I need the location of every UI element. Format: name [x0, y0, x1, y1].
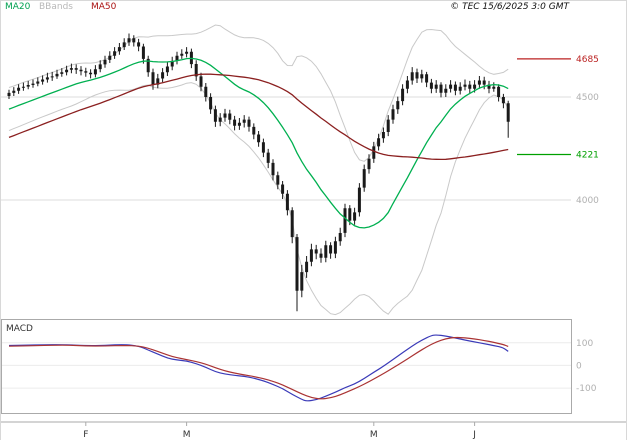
legend-ma20-label: MA20 [5, 2, 31, 12]
legend: MA20 BBands MA50 © TEC 15/6/2025 3:0 GMT [1, 1, 626, 14]
month-label: J [472, 430, 476, 440]
level-label: 4685 [576, 55, 599, 65]
macd-panel-border [1, 319, 572, 414]
macd-axis-label: -100 [576, 384, 597, 394]
month-label: M [183, 430, 191, 440]
macd-line [8, 334, 509, 402]
ma20-line [8, 57, 509, 229]
month-label: M [370, 430, 378, 440]
bollinger-upper-line [8, 24, 509, 162]
bollinger-lower-line [8, 82, 509, 316]
level-label: 4221 [576, 151, 599, 161]
legend-bbands-label: BBands [39, 2, 73, 12]
month-label: F [83, 430, 88, 440]
signal-line [8, 336, 509, 400]
price-panel [7, 24, 510, 316]
macd-axis-label: 100 [576, 339, 593, 349]
legend-ma50-label: MA50 [91, 2, 117, 12]
price-axis-label: 4000 [576, 196, 599, 206]
macd-axis-label: 0 [576, 361, 582, 371]
macd-panel-title: MACD [6, 324, 33, 334]
price-axis-label: 4500 [576, 93, 599, 103]
copyright-text: © TEC 15/6/2025 3:0 GMT [450, 2, 569, 12]
candle-bodies [7, 38, 510, 291]
ma50-line [8, 73, 509, 161]
candle-wicks [8, 33, 509, 312]
